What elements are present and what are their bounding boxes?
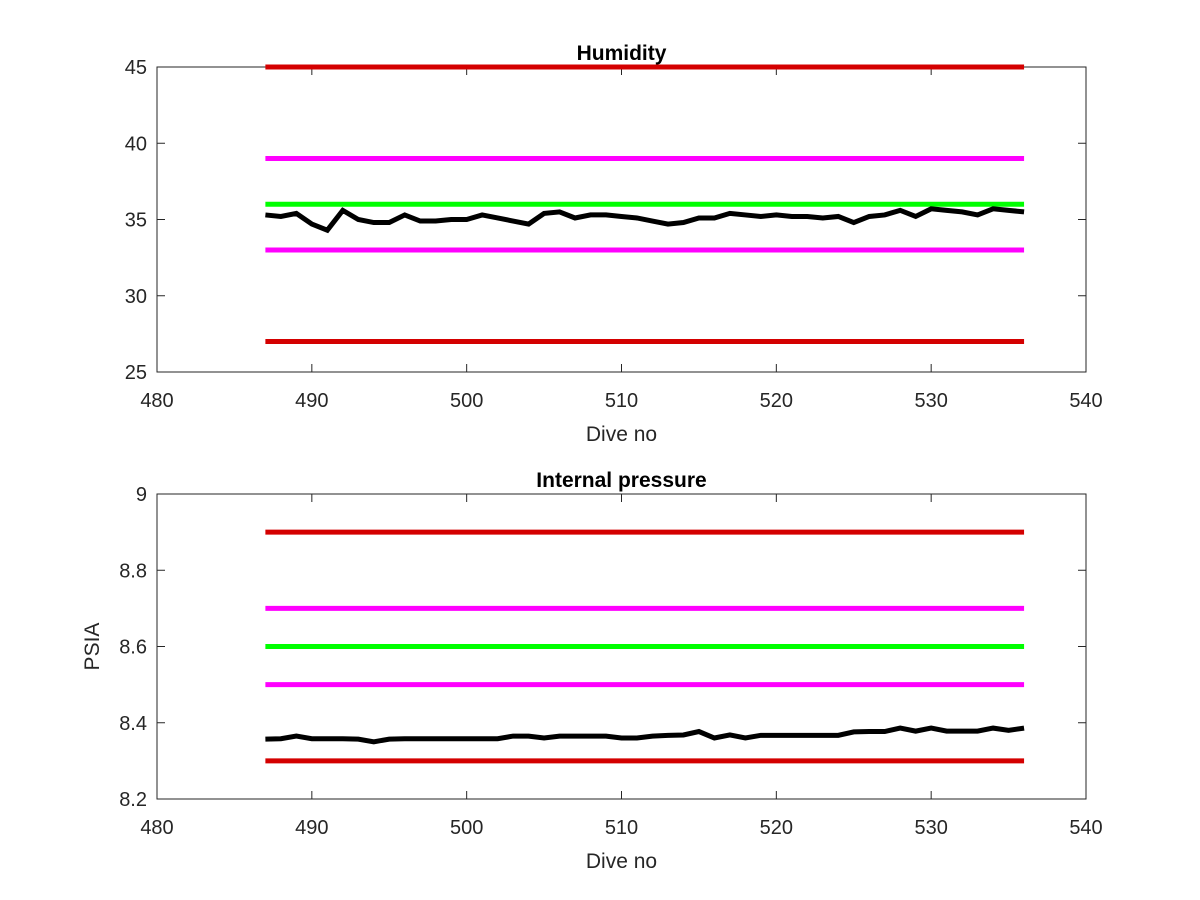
y-tick-label: 35 [125, 210, 147, 232]
y-tick-label: 30 [125, 286, 147, 308]
x-tick-label: 530 [914, 390, 947, 412]
y-tick-label: 45 [125, 57, 147, 79]
x-tick-label: 500 [450, 390, 483, 412]
x-tick-label: 520 [760, 817, 793, 839]
y-tick-label: 8.2 [119, 789, 147, 811]
series-line [265, 725, 1025, 745]
x-tick-label: 530 [914, 817, 947, 839]
axes-box [156, 66, 1087, 373]
x-tick-label: 500 [450, 817, 483, 839]
y-tick-label: 8.4 [119, 713, 147, 735]
x-tick-label: 510 [605, 390, 638, 412]
x-axis-label: Dive no [586, 850, 657, 873]
chart-title: Internal pressure [536, 469, 706, 492]
y-tick-label: 40 [125, 133, 147, 155]
x-tick-label: 510 [605, 817, 638, 839]
x-axis-label: Dive no [586, 423, 657, 446]
y-tick-label: 8.6 [119, 637, 147, 659]
chart-title: Humidity [577, 42, 667, 65]
y-tick-label: 9 [136, 484, 147, 506]
x-tick-label: 480 [140, 817, 173, 839]
y-tick-label: 25 [125, 362, 147, 384]
x-tick-label: 540 [1069, 817, 1102, 839]
x-tick-label: 540 [1069, 390, 1102, 412]
y-axis-label: PSIA [81, 623, 104, 671]
x-tick-label: 490 [295, 390, 328, 412]
y-tick-label: 8.8 [119, 560, 147, 582]
chart-2: 480 490 500 510 520 530 540 8.2 8.4 8.6 8.8 9 Intern… [81, 469, 1103, 873]
series-line [265, 206, 1025, 234]
x-tick-label: 480 [140, 390, 173, 412]
x-tick-label: 490 [295, 817, 328, 839]
chart-1: 480 490 500 510 520 530 540 25 30 35 40 45 Humidity D… [125, 42, 1103, 446]
x-tick-label: 520 [760, 390, 793, 412]
